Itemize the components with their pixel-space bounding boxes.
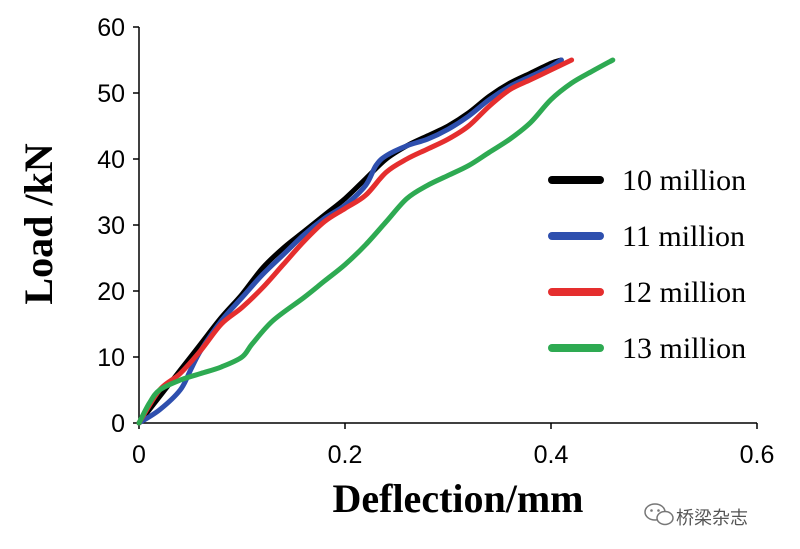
series-layer [136, 57, 616, 426]
y-tick-label: 20 [97, 278, 125, 306]
wechat-icon [644, 503, 674, 526]
x-tick-label: 0.2 [328, 441, 363, 469]
legend-label: 10 million [622, 164, 746, 197]
x-tick-label: 0.4 [534, 441, 569, 469]
watermark: 桥梁杂志 [644, 503, 748, 529]
y-tick-label: 30 [97, 212, 125, 240]
y-axis-title: Load /kN [16, 143, 61, 304]
x-tick-label: 0 [132, 441, 146, 469]
axes: 0 10 20 30 40 50 60 0 0.2 0.4 0.6 [97, 14, 774, 469]
y-tick-label: 40 [97, 146, 125, 174]
watermark-text: 桥梁杂志 [676, 508, 748, 529]
y-tick-label: 10 [97, 344, 125, 372]
legend-label: 12 million [622, 276, 746, 309]
y-tick-label: 0 [111, 410, 125, 438]
y-tick-label: 60 [97, 14, 125, 42]
legend: 10 million 11 million 12 million 13 million [548, 164, 746, 365]
series-line-2 [136, 57, 564, 426]
series-line-3 [136, 57, 575, 426]
series-line-1 [136, 57, 564, 426]
x-axis-title: Deflection/mm [332, 476, 583, 521]
x-tick-label: 0.6 [740, 441, 775, 469]
y-tick-label: 50 [97, 80, 125, 108]
legend-label: 13 million [622, 332, 746, 365]
legend-label: 11 million [622, 220, 745, 253]
series-line-4 [136, 57, 616, 426]
